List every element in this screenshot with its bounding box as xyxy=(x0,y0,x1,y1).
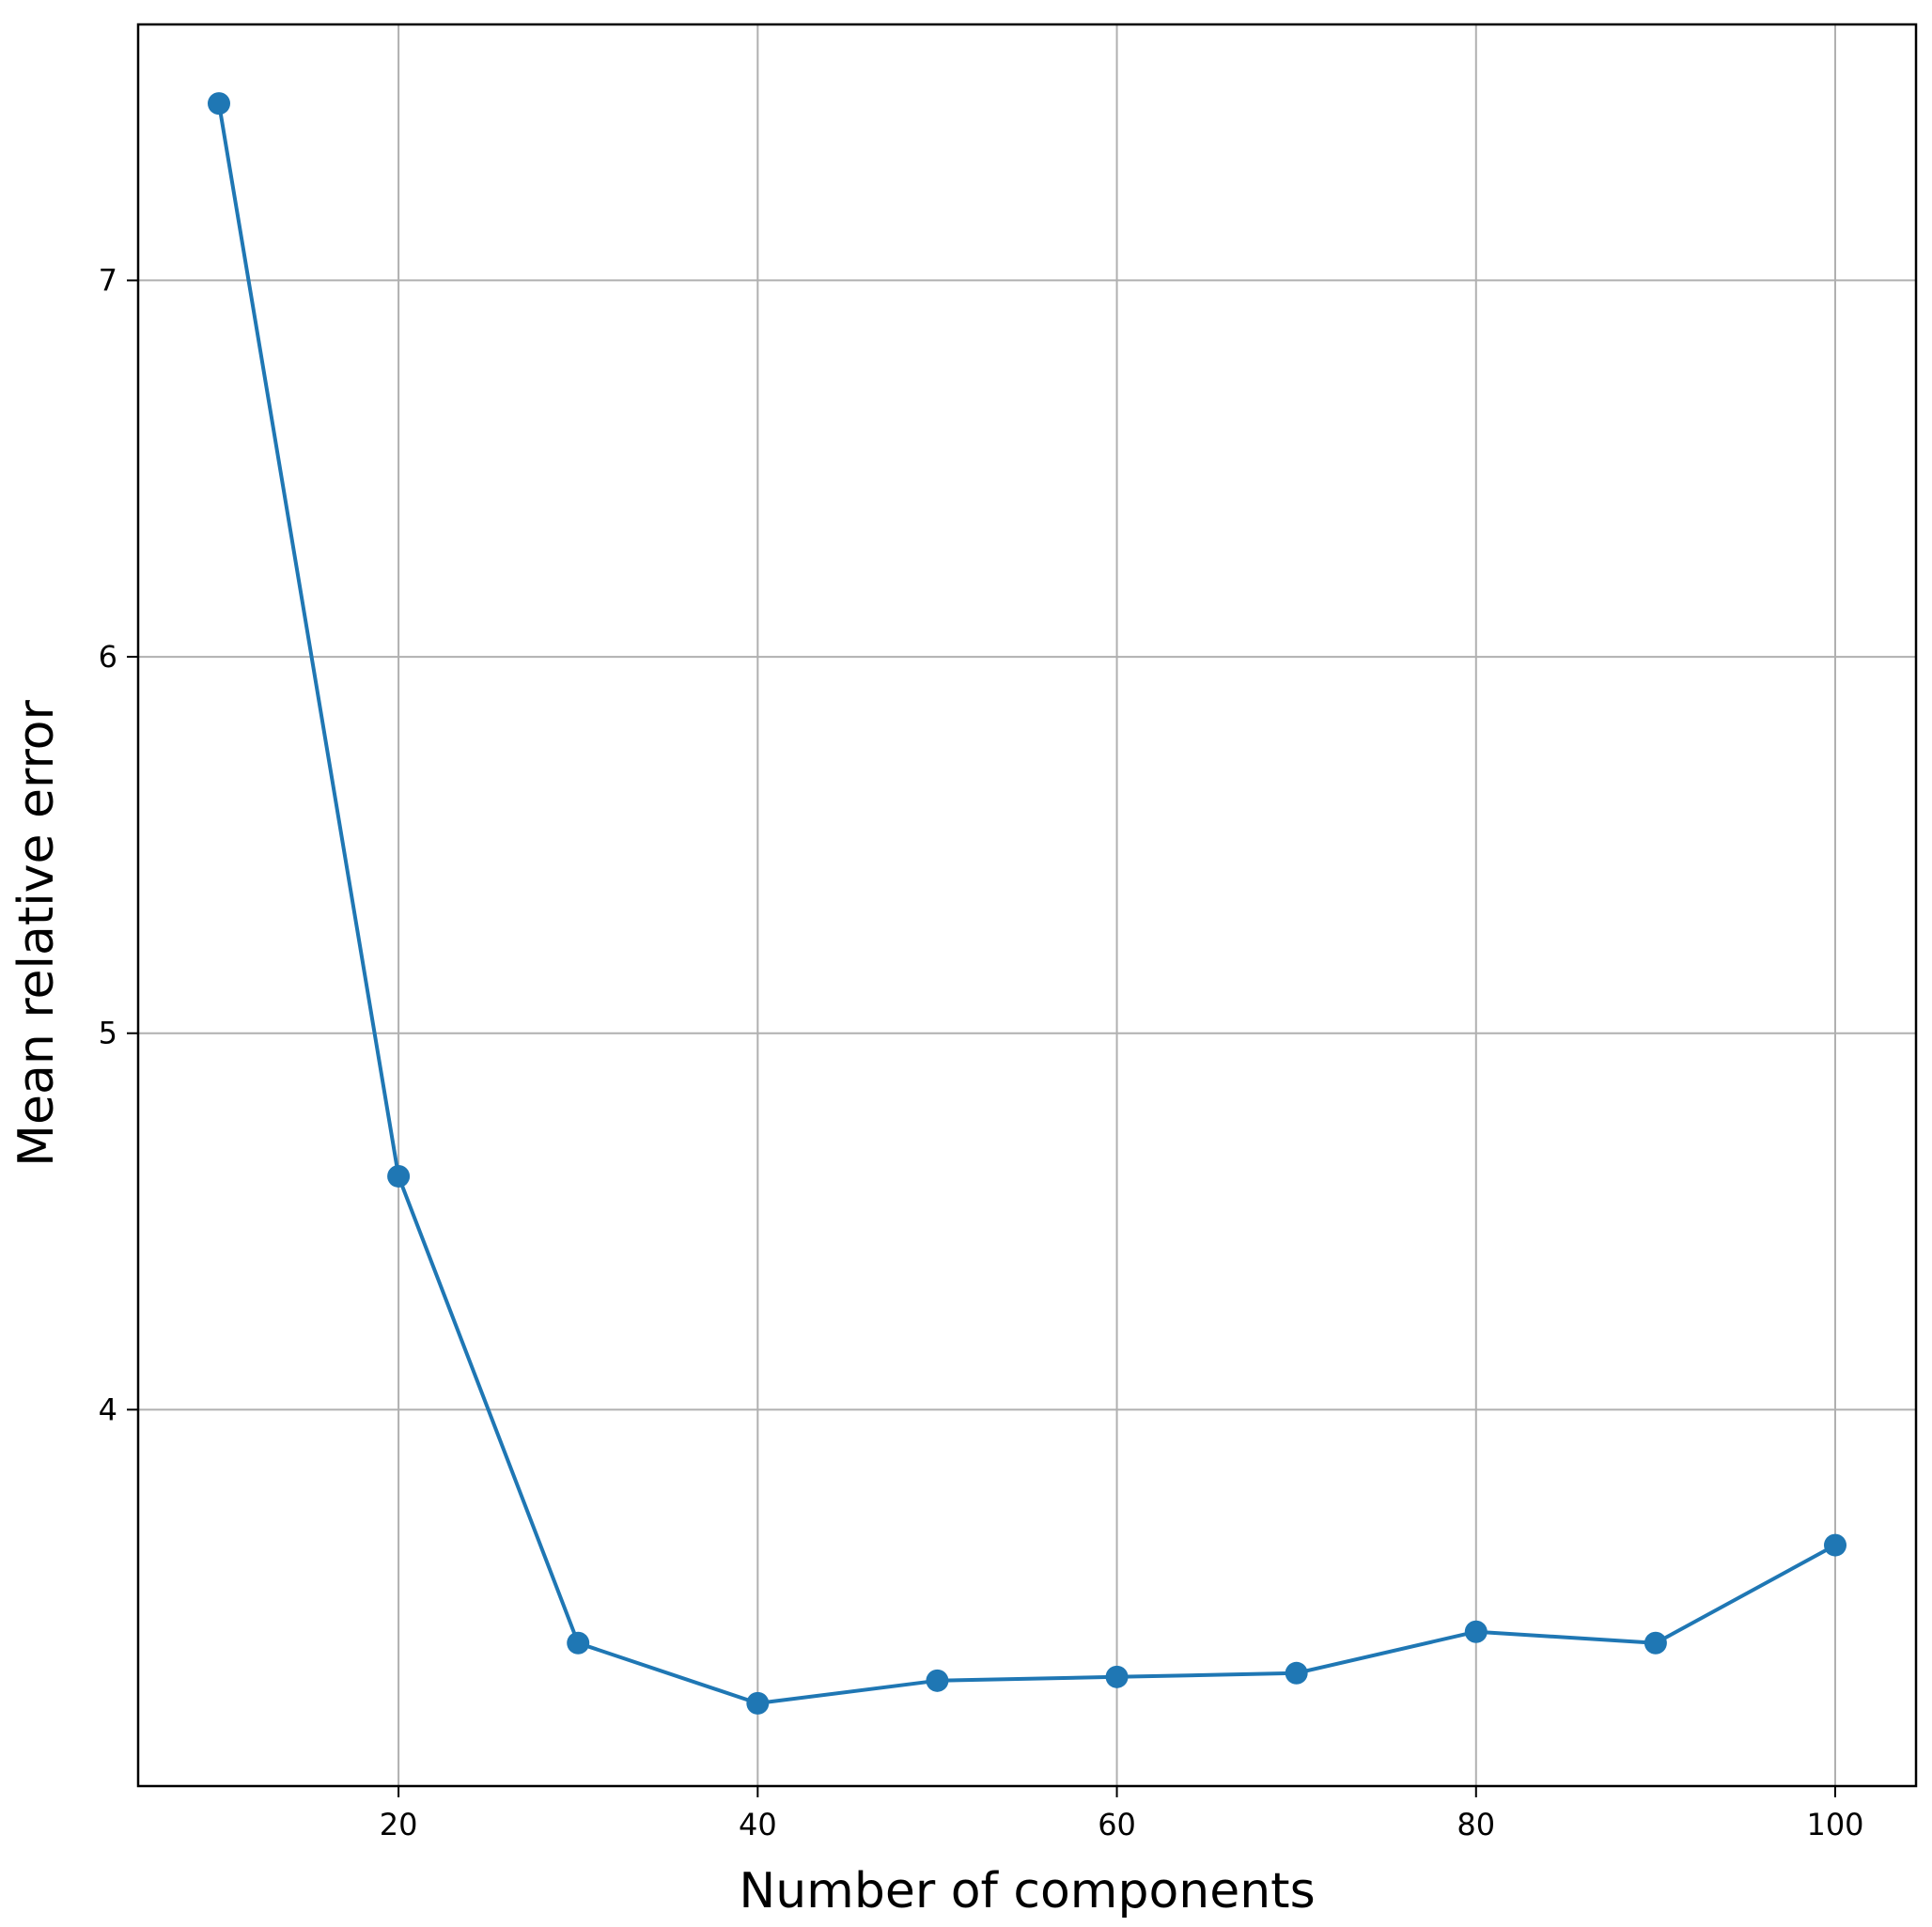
x-tick-label: 40 xyxy=(739,1807,777,1842)
data-point xyxy=(1464,1620,1488,1643)
y-axis-title: Mean relative error xyxy=(8,700,65,1167)
plot-frame xyxy=(136,23,1918,1788)
grid-lines xyxy=(138,24,1916,1786)
y-tick-label: 6 xyxy=(99,639,117,675)
data-point xyxy=(746,1691,770,1715)
series-line xyxy=(217,102,1836,1705)
data-point xyxy=(1105,1665,1129,1688)
x-tick-label: 60 xyxy=(1098,1807,1136,1842)
data-point xyxy=(387,1164,411,1188)
y-tick-label: 4 xyxy=(99,1391,117,1427)
data-point xyxy=(1285,1661,1308,1685)
data-point xyxy=(567,1631,590,1655)
x-tick-label: 20 xyxy=(380,1807,418,1842)
y-tick-label: 5 xyxy=(99,1016,117,1051)
y-tick-label: 7 xyxy=(99,262,117,298)
axis-ticks: 20 40 60 80 100 4 5 6 7 xyxy=(99,262,1864,1842)
data-point xyxy=(926,1669,949,1692)
x-axis-title: Number of components xyxy=(739,1863,1315,1919)
x-tick-label: 80 xyxy=(1457,1807,1495,1842)
x-tick-label: 100 xyxy=(1806,1807,1863,1842)
data-series xyxy=(208,92,1846,1715)
data-point xyxy=(208,92,230,116)
data-point xyxy=(1824,1533,1846,1557)
data-point xyxy=(1644,1631,1667,1655)
